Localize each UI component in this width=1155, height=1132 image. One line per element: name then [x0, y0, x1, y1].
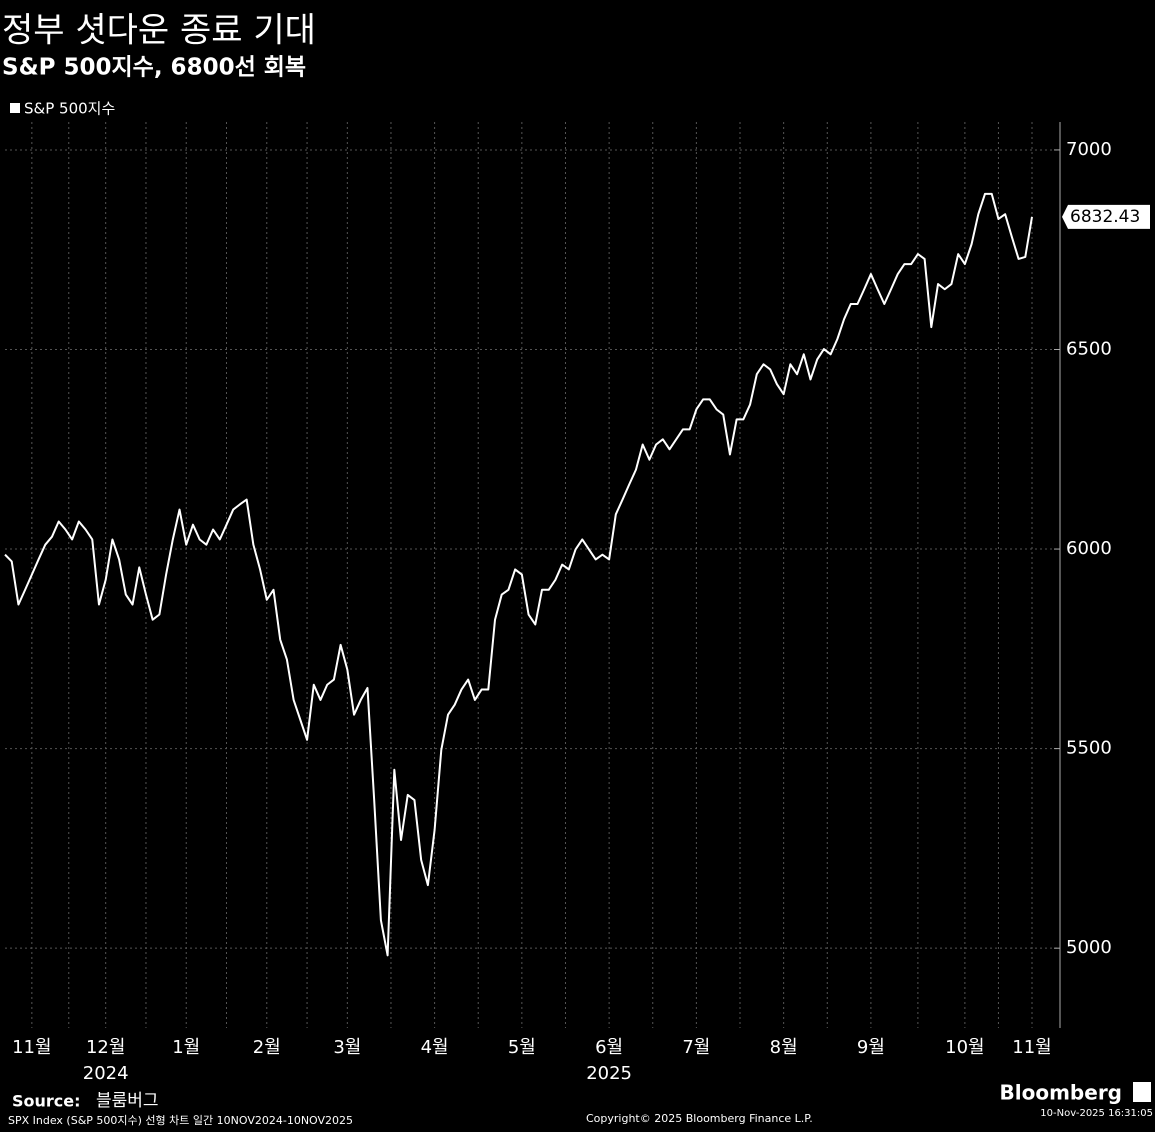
x-tick-label: 7월 [682, 1037, 710, 1058]
legend-label: S&P 500지수 [24, 100, 115, 118]
brand: Bloomberg [1000, 1081, 1122, 1105]
x-tick-label: 5월 [508, 1037, 536, 1058]
year-label: 2025 [586, 1063, 632, 1084]
last-value-box [1062, 204, 1150, 229]
x-tick-label: 8월 [770, 1037, 798, 1058]
x-tick-label: 3월 [333, 1037, 361, 1058]
year-label: 2024 [83, 1063, 129, 1084]
source-label: Source: [12, 1092, 81, 1111]
x-tick-label: 6월 [595, 1037, 623, 1058]
x-tick-label: 1월 [172, 1037, 200, 1058]
copyright: Copyright© 2025 Bloomberg Finance L.P. [586, 1112, 813, 1125]
x-tick-label: 10월 [945, 1037, 984, 1058]
x-tick-label: 11월 [12, 1037, 51, 1058]
brand-icon [1133, 1082, 1151, 1102]
chart-subtitle: S&P 500지수, 6800선 회복 [2, 55, 306, 81]
series-line [4, 192, 1033, 957]
y-tick-label: 7000 [1066, 139, 1112, 160]
y-tick-label: 5000 [1066, 937, 1112, 958]
x-tick-label: 2월 [253, 1037, 281, 1058]
legend-swatch [10, 103, 20, 113]
last-value-label: 6832.43 [1070, 207, 1140, 227]
x-tick-label: 12월 [86, 1037, 125, 1058]
x-tick-label: 9월 [857, 1037, 885, 1058]
timestamp: 10-Nov-2025 16:31:05 [1040, 1108, 1153, 1119]
source: 블룸버그 [96, 1091, 159, 1111]
x-tick-label: 4월 [421, 1037, 449, 1058]
chart-title: 정부 셧다운 종료 기대 [2, 11, 316, 51]
x-tick-label: 11월 [1012, 1037, 1051, 1058]
y-tick-label: 6500 [1066, 338, 1112, 359]
y-tick-label: 5500 [1066, 738, 1112, 759]
y-tick-label: 6000 [1066, 538, 1112, 559]
footnote: SPX Index (S&P 500지수) 선형 차트 일간 10NOV2024… [8, 1113, 353, 1127]
